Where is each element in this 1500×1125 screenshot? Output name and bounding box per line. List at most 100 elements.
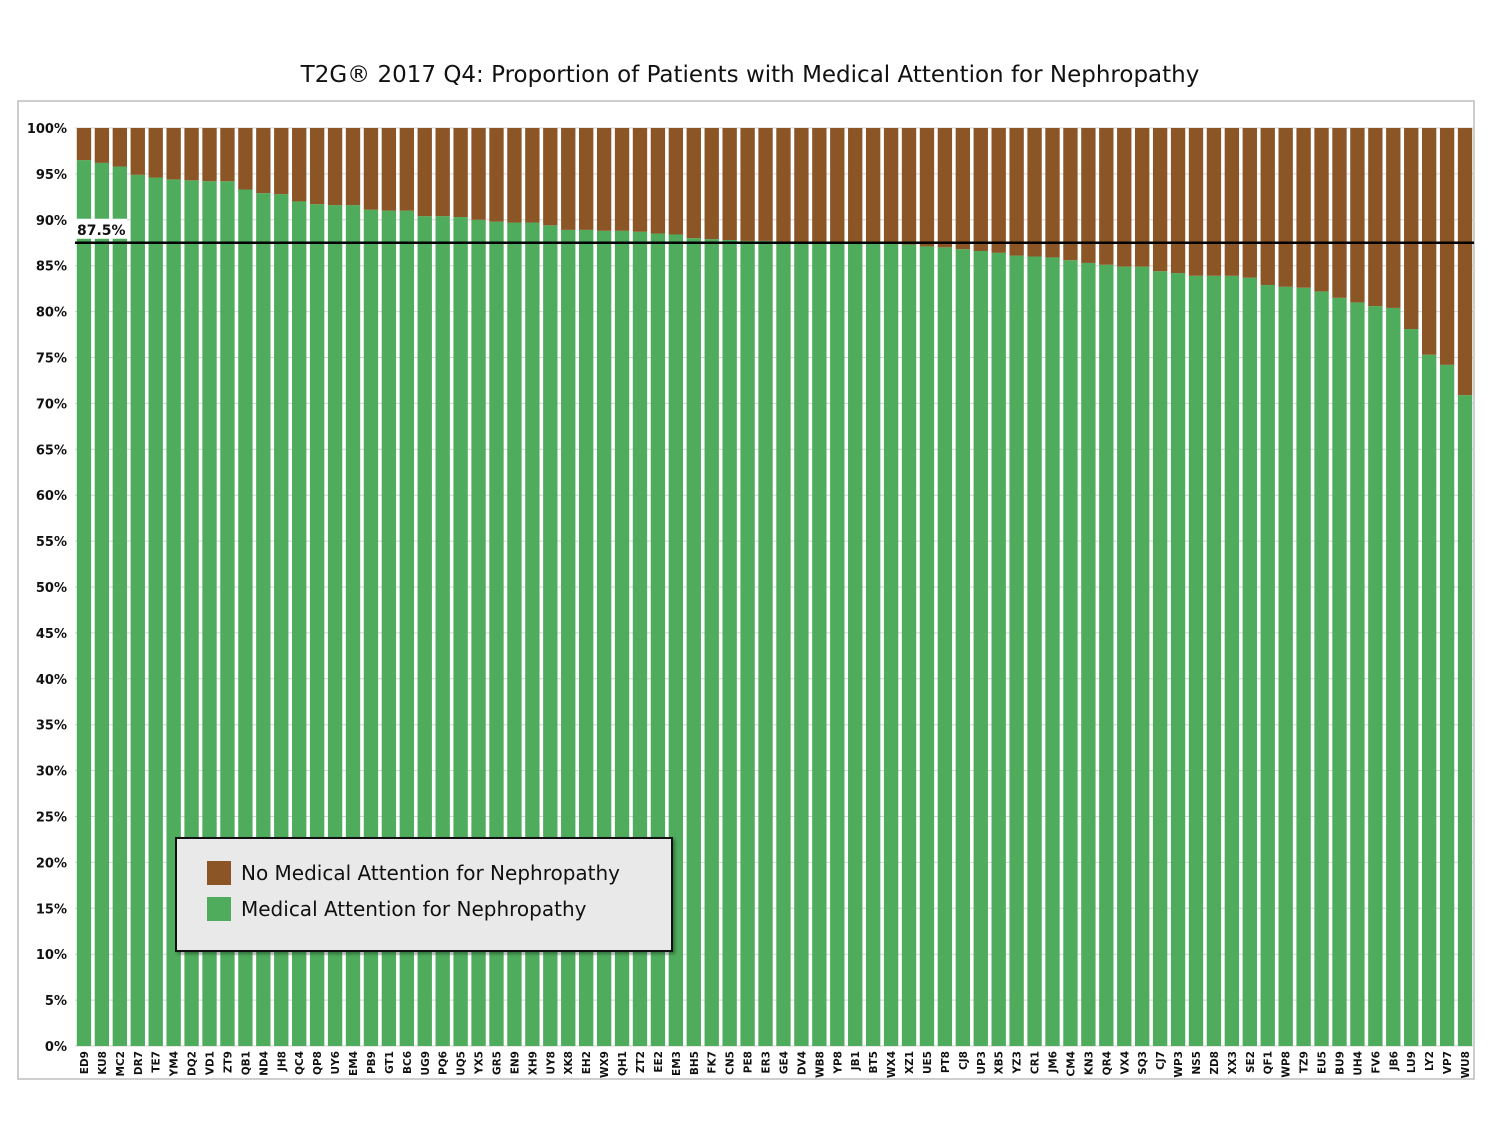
bar-no-attention: [1063, 128, 1078, 261]
bar-no-attention: [794, 128, 809, 242]
x-tick-label: VD1: [205, 1051, 217, 1075]
x-tick-label: CJ8: [958, 1051, 970, 1070]
bar-no-attention: [1457, 128, 1473, 396]
x-tick-label: WX9: [599, 1051, 611, 1078]
y-tick-label: 5%: [45, 994, 67, 1009]
x-tick-label: EN9: [509, 1051, 521, 1074]
bar-attention: [973, 251, 988, 1047]
bar-no-attention: [1206, 128, 1222, 276]
bar-attention: [130, 174, 145, 1046]
bar-attention: [1278, 286, 1293, 1047]
y-tick-label: 10%: [36, 948, 67, 963]
bar-no-attention: [238, 128, 253, 190]
x-tick-label: XK8: [563, 1051, 575, 1075]
bar-no-attention: [525, 128, 540, 223]
bar-attention: [202, 181, 217, 1046]
x-tick-label: GR5: [491, 1051, 503, 1075]
bar-attention: [865, 243, 881, 1047]
x-tick-label: QF1: [1263, 1051, 1275, 1074]
bar-no-attention: [1045, 128, 1060, 258]
reference-line-label: 87.5%: [77, 223, 126, 239]
bar-no-attention: [1027, 128, 1042, 257]
x-tick-label: UE5: [922, 1051, 934, 1074]
x-tick-label: QH1: [617, 1051, 629, 1076]
bar-no-attention: [292, 128, 307, 202]
bar-attention: [238, 189, 253, 1047]
bar-attention: [1421, 354, 1437, 1047]
bar-attention: [830, 242, 845, 1046]
bar-attention: [776, 241, 791, 1046]
bar-no-attention: [381, 128, 397, 211]
bar-attention: [148, 177, 163, 1046]
bar-attention: [1206, 275, 1222, 1047]
bar-attention: [166, 179, 181, 1046]
x-tick-label: EU5: [1317, 1051, 1329, 1074]
x-tick-label: WB8: [814, 1051, 826, 1078]
x-tick-label: QB1: [240, 1051, 252, 1075]
bar-attention: [363, 209, 379, 1046]
legend-label-attention: Medical Attention for Nephropathy: [241, 897, 587, 921]
bar-attention: [292, 201, 307, 1046]
bar-attention: [991, 252, 1006, 1046]
bar-attention: [1170, 273, 1186, 1046]
bar-no-attention: [1099, 128, 1114, 265]
x-tick-label: ED9: [79, 1051, 91, 1074]
x-tick-label: XH9: [527, 1051, 539, 1075]
bar-attention: [1457, 395, 1473, 1046]
bar-no-attention: [202, 128, 217, 182]
x-tick-label: EM3: [671, 1051, 683, 1076]
y-tick-label: 65%: [36, 443, 67, 458]
y-tick-label: 20%: [36, 856, 67, 871]
bar-attention: [740, 240, 755, 1046]
bar-no-attention: [632, 128, 648, 232]
bar-attention: [184, 180, 199, 1047]
x-tick-label: TZ9: [1299, 1051, 1311, 1073]
bar-no-attention: [76, 128, 92, 161]
x-tick-label: GE4: [778, 1051, 790, 1074]
bar-attention: [1152, 271, 1168, 1046]
x-tick-label: LY2: [1424, 1051, 1436, 1071]
x-tick-label: DQ2: [187, 1051, 199, 1076]
x-tick-label: NS5: [1191, 1051, 1203, 1075]
x-tick-label: YP8: [832, 1051, 844, 1075]
x-tick-label: PT8: [940, 1051, 952, 1073]
bar-no-attention: [1314, 128, 1329, 292]
x-tick-label: CM4: [1065, 1051, 1077, 1076]
bar-no-attention: [901, 128, 917, 245]
x-tick-label: JH8: [276, 1051, 288, 1072]
bar-no-attention: [668, 128, 684, 235]
y-tick-label: 55%: [36, 535, 67, 550]
bar-no-attention: [596, 128, 612, 231]
x-tick-label: UG9: [420, 1051, 432, 1075]
bar-no-attention: [1081, 128, 1096, 263]
bar-no-attention: [740, 128, 755, 241]
x-tick-label: XZ1: [904, 1051, 916, 1074]
x-tick-label: SQ3: [1137, 1051, 1149, 1075]
x-tick-label: JB6: [1388, 1051, 1400, 1071]
bar-no-attention: [435, 128, 450, 217]
bar-no-attention: [1152, 128, 1168, 272]
legend: No Medical Attention for Nephropathy Med…: [175, 837, 673, 952]
bar-attention: [1439, 364, 1455, 1046]
bar-attention: [883, 243, 899, 1047]
x-tick-label: PQ6: [438, 1051, 450, 1075]
x-tick-label: GT1: [384, 1051, 396, 1074]
x-tick-label: DV4: [796, 1051, 808, 1075]
bar-no-attention: [184, 128, 199, 181]
x-tick-label: UQ5: [456, 1051, 468, 1076]
bar-no-attention: [1009, 128, 1024, 256]
bar-no-attention: [1368, 128, 1383, 307]
x-tick-label: CJ7: [1155, 1051, 1167, 1070]
bar-attention: [704, 239, 719, 1046]
bar-no-attention: [471, 128, 486, 220]
bar-no-attention: [830, 128, 845, 243]
bar-no-attention: [1350, 128, 1365, 303]
bar-no-attention: [1117, 128, 1132, 267]
x-tick-label: QC4: [294, 1051, 306, 1075]
bar-attention: [345, 205, 361, 1046]
bar-no-attention: [991, 128, 1006, 253]
legend-swatch-no-attention: [207, 861, 231, 885]
y-tick-label: 50%: [36, 581, 67, 596]
bar-no-attention: [1170, 128, 1186, 274]
bar-no-attention: [309, 128, 325, 205]
